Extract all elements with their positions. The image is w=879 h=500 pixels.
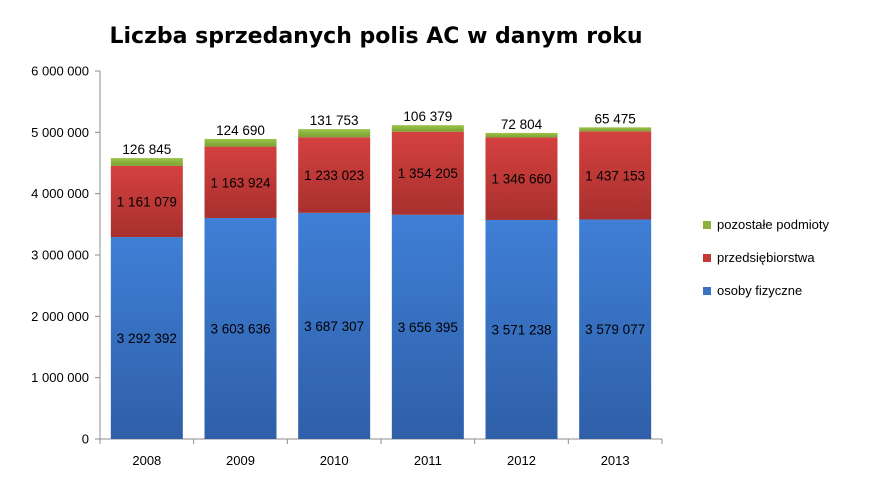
data-label: 1 161 079 [117, 194, 177, 209]
legend-label: przedsiębiorstwa [717, 250, 815, 265]
bar-pozostałe-podmioty-2008 [110, 158, 183, 166]
chart-title: Liczba sprzedanych polis AC w danym roku [109, 24, 643, 49]
y-tick-label: 3 000 000 [31, 248, 89, 263]
bar-osoby-fizyczne-2013 [579, 219, 652, 439]
bar-przedsiębiorstwa-2009 [204, 146, 277, 218]
data-label: 1 437 153 [585, 168, 645, 183]
bar-pozostałe-podmioty-2009 [204, 138, 277, 147]
data-label: 3 687 307 [304, 319, 364, 334]
legend: pozostałe podmioty przedsiębiorstwa osoby … [703, 208, 829, 307]
bar-pozostałe-podmioty-2012 [485, 132, 558, 138]
data-label: 72 804 [501, 117, 543, 132]
y-tick-label: 4 000 000 [31, 186, 89, 201]
data-label: 1 233 023 [304, 168, 364, 183]
data-label: 3 603 636 [210, 321, 270, 336]
bar-osoby-fizyczne-2010 [298, 212, 371, 439]
legend-item: pozostałe podmioty [703, 208, 829, 241]
legend-label: pozostałe podmioty [717, 217, 830, 232]
data-label: 1 346 660 [491, 172, 551, 187]
legend-label: osoby fizyczne [717, 283, 803, 298]
x-tick-label: 2012 [507, 453, 536, 468]
bar-osoby-fizyczne-2009 [204, 217, 277, 439]
bar-osoby-fizyczne-2008 [110, 237, 183, 439]
data-label: 124 690 [216, 123, 265, 138]
bar-przedsiębiorstwa-2013 [579, 131, 652, 220]
bar-pozostałe-podmioty-2010 [298, 129, 371, 138]
legend-swatch [703, 220, 711, 229]
data-label: 131 753 [310, 113, 359, 128]
x-tick-label: 2009 [226, 453, 255, 468]
bar-pozostałe-podmioty-2011 [391, 125, 464, 132]
data-label: 3 571 238 [491, 322, 551, 337]
data-label: 106 379 [403, 109, 452, 124]
bar-przedsiębiorstwa-2008 [110, 165, 183, 238]
x-tick-label: 2013 [601, 453, 630, 468]
x-tick-label: 2008 [132, 453, 161, 468]
bar-pozostałe-podmioty-2013 [579, 127, 652, 132]
y-tick-label: 5 000 000 [31, 125, 89, 140]
data-label: 1 163 924 [210, 175, 271, 190]
x-tick-label: 2011 [414, 453, 442, 468]
x-tick-label: 2010 [320, 453, 349, 468]
data-label: 3 292 392 [117, 331, 177, 346]
data-label: 3 656 395 [398, 320, 458, 335]
bar-osoby-fizyczne-2011 [391, 214, 464, 439]
data-label: 126 845 [122, 142, 171, 157]
data-label: 3 579 077 [585, 322, 645, 337]
data-label: 65 475 [595, 111, 636, 126]
legend-item: osoby fizyczne [703, 274, 829, 307]
legend-item: przedsiębiorstwa [703, 241, 829, 274]
bar-osoby-fizyczne-2012 [485, 219, 558, 439]
y-tick-label: 6 000 000 [31, 64, 89, 79]
bar-przedsiębiorstwa-2010 [298, 137, 371, 213]
y-tick-label: 0 [82, 432, 89, 447]
legend-swatch [703, 253, 711, 262]
data-label: 1 354 205 [398, 166, 458, 181]
y-tick-label: 2 000 000 [31, 309, 89, 324]
bar-przedsiębiorstwa-2012 [485, 137, 558, 220]
y-tick-label: 1 000 000 [31, 370, 89, 385]
legend-swatch [703, 286, 711, 295]
bar-przedsiębiorstwa-2011 [391, 131, 464, 215]
